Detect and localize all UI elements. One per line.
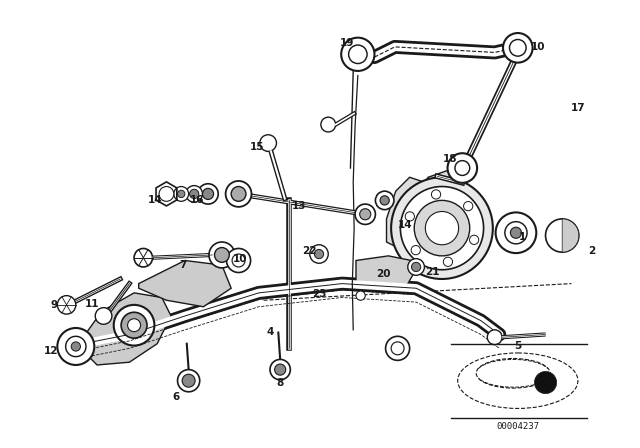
Circle shape — [159, 186, 174, 201]
Text: 14: 14 — [148, 195, 163, 205]
Text: 10: 10 — [531, 42, 545, 52]
Circle shape — [444, 257, 452, 267]
Text: 5: 5 — [514, 340, 522, 350]
Circle shape — [511, 227, 522, 238]
Text: 22: 22 — [303, 246, 317, 256]
Circle shape — [503, 33, 532, 63]
Circle shape — [391, 177, 493, 279]
Circle shape — [426, 211, 459, 245]
Polygon shape — [139, 260, 231, 307]
Circle shape — [505, 222, 527, 244]
Text: 23: 23 — [312, 289, 326, 299]
Circle shape — [177, 190, 185, 198]
Polygon shape — [79, 293, 171, 365]
Text: 11: 11 — [85, 299, 100, 309]
Circle shape — [411, 246, 420, 255]
Polygon shape — [424, 171, 460, 193]
Circle shape — [487, 330, 502, 345]
Text: 14: 14 — [397, 220, 412, 230]
Circle shape — [408, 258, 424, 275]
Circle shape — [431, 190, 441, 199]
Circle shape — [412, 263, 420, 271]
Polygon shape — [562, 219, 579, 252]
Text: 8: 8 — [276, 378, 284, 388]
Circle shape — [182, 374, 195, 387]
Circle shape — [198, 184, 218, 204]
Circle shape — [545, 219, 579, 252]
Circle shape — [360, 209, 371, 220]
Circle shape — [341, 38, 374, 71]
Text: 00004237: 00004237 — [496, 422, 540, 431]
Text: 6: 6 — [172, 392, 179, 402]
Circle shape — [66, 336, 86, 357]
Text: 19: 19 — [340, 38, 354, 48]
Circle shape — [534, 371, 557, 394]
Circle shape — [376, 191, 394, 210]
Polygon shape — [451, 200, 484, 242]
Circle shape — [270, 359, 291, 380]
Circle shape — [71, 342, 81, 351]
Circle shape — [355, 204, 376, 224]
Circle shape — [209, 242, 235, 268]
Circle shape — [58, 296, 76, 314]
Circle shape — [231, 186, 246, 201]
Circle shape — [275, 364, 285, 375]
Circle shape — [202, 188, 214, 199]
Circle shape — [134, 249, 152, 267]
Circle shape — [127, 319, 141, 332]
Circle shape — [455, 161, 470, 176]
Circle shape — [349, 45, 367, 64]
Text: 10: 10 — [233, 254, 248, 263]
Circle shape — [310, 245, 328, 263]
Circle shape — [174, 186, 189, 201]
Text: 18: 18 — [443, 154, 458, 164]
Text: 21: 21 — [426, 267, 440, 276]
Polygon shape — [387, 177, 428, 251]
Circle shape — [380, 196, 389, 205]
Circle shape — [121, 312, 147, 338]
Text: 2: 2 — [588, 246, 595, 256]
Text: 7: 7 — [179, 260, 187, 270]
Circle shape — [214, 248, 229, 263]
Circle shape — [414, 200, 470, 256]
Circle shape — [356, 291, 365, 300]
Circle shape — [509, 39, 526, 56]
Circle shape — [95, 308, 112, 324]
Circle shape — [177, 370, 200, 392]
Circle shape — [260, 135, 276, 151]
Circle shape — [401, 186, 484, 270]
Circle shape — [447, 153, 477, 183]
Circle shape — [391, 342, 404, 355]
Text: 9: 9 — [50, 300, 57, 310]
Circle shape — [114, 305, 154, 345]
Text: 20: 20 — [376, 269, 391, 280]
Text: 4: 4 — [266, 327, 274, 337]
Text: 1: 1 — [519, 233, 526, 242]
Circle shape — [232, 254, 245, 267]
Circle shape — [58, 328, 94, 365]
Circle shape — [321, 117, 335, 132]
Text: 16: 16 — [189, 195, 204, 205]
Circle shape — [405, 212, 415, 221]
Polygon shape — [356, 256, 414, 288]
Text: 13: 13 — [291, 201, 306, 211]
Text: 15: 15 — [250, 142, 264, 152]
Circle shape — [226, 181, 252, 207]
Text: 12: 12 — [44, 346, 58, 356]
Circle shape — [227, 249, 251, 272]
Circle shape — [495, 212, 536, 253]
Circle shape — [470, 235, 479, 245]
Circle shape — [186, 185, 202, 202]
Circle shape — [385, 336, 410, 360]
Circle shape — [463, 202, 473, 211]
Circle shape — [189, 190, 199, 198]
Circle shape — [314, 250, 324, 258]
Text: 17: 17 — [571, 103, 585, 113]
